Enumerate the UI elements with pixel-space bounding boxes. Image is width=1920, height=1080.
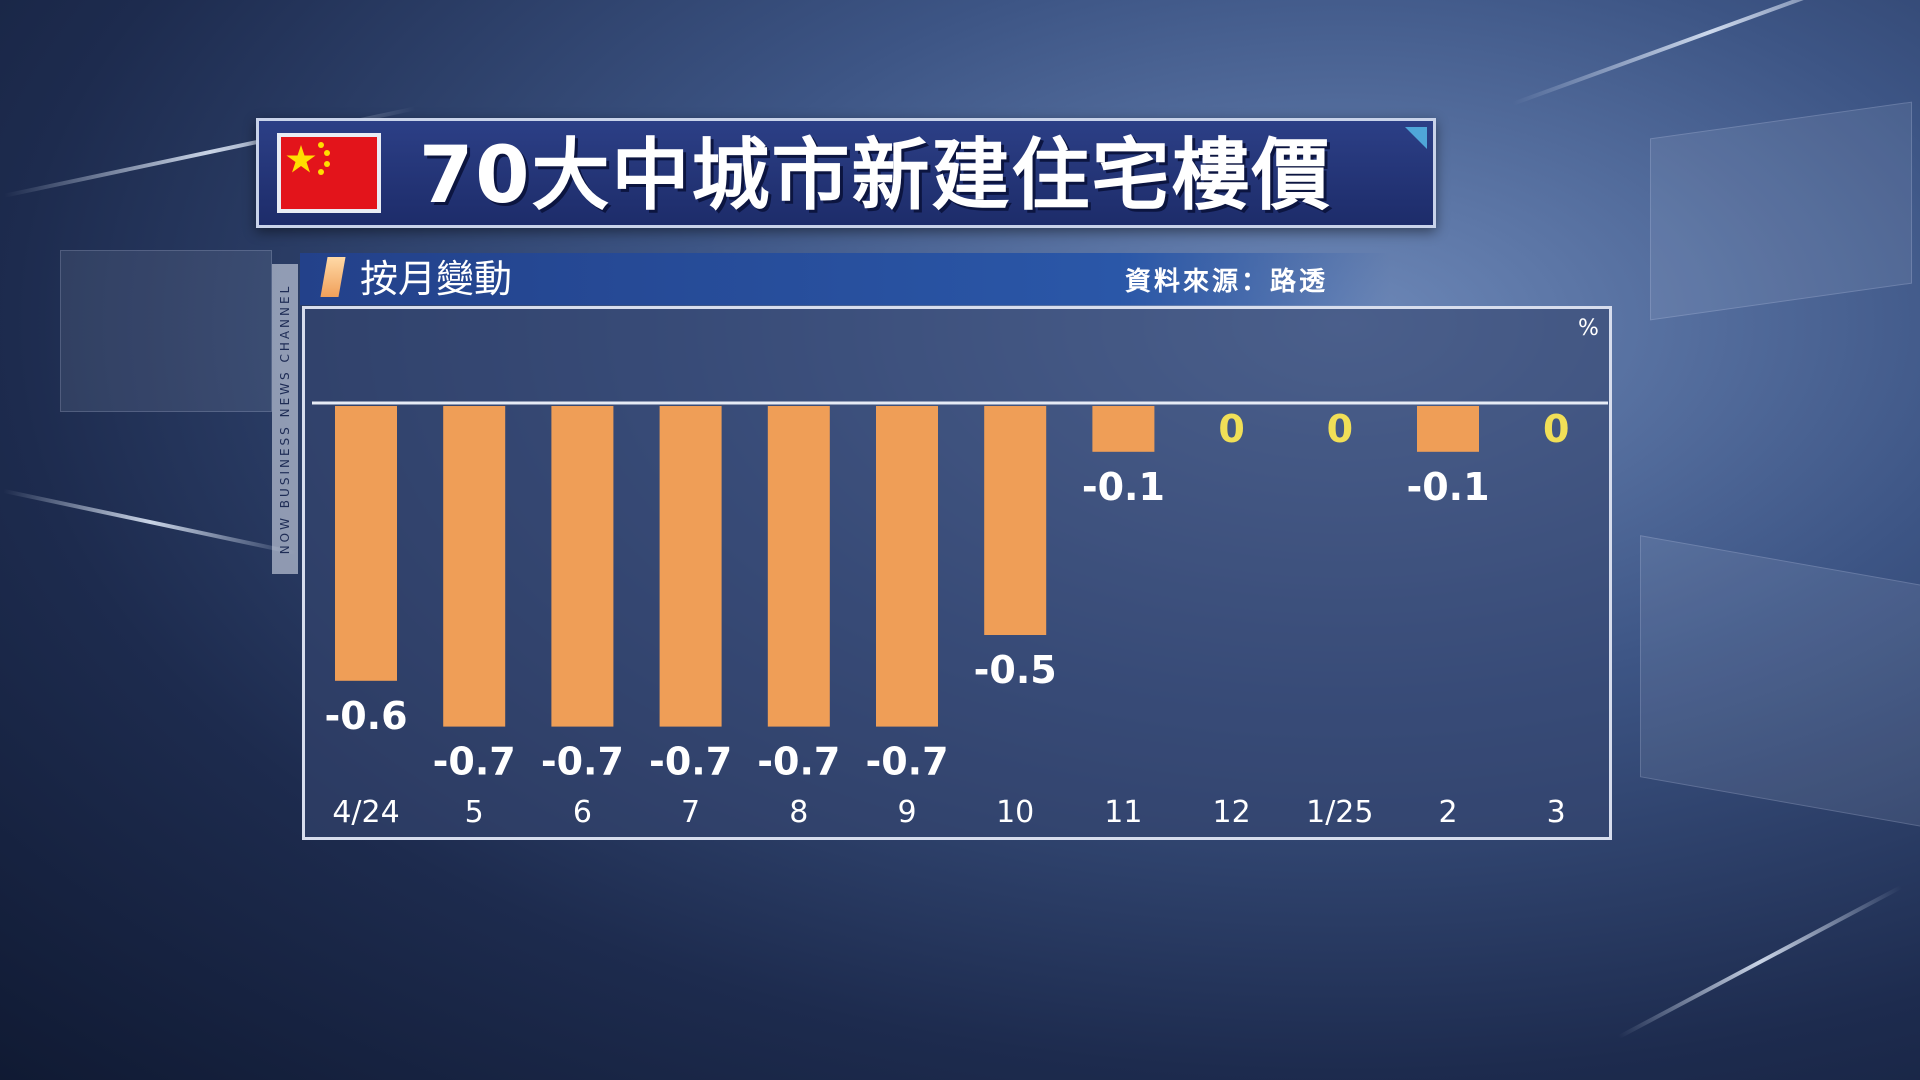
x-tick-label-7: 10 <box>996 795 1034 830</box>
value-label-7: -0.5 <box>974 648 1057 692</box>
unit-label: % <box>1578 316 1599 341</box>
x-tick-label-4: 7 <box>681 795 700 830</box>
bar-6 <box>876 406 938 727</box>
bar-3 <box>551 406 614 727</box>
channel-side-label: NOW BUSINESS NEWS CHANNEL <box>272 264 298 574</box>
x-tick-label-1: 4/24 <box>332 795 399 830</box>
x-tick-label-11: 2 <box>1438 795 1457 830</box>
value-label-8: -0.1 <box>1082 465 1165 509</box>
china-flag-icon <box>277 133 381 213</box>
x-tick-label-5: 8 <box>789 795 808 830</box>
x-tick-label-10: 1/25 <box>1306 795 1373 830</box>
value-label-5: -0.7 <box>757 740 840 784</box>
value-label-12: 0 <box>1543 407 1569 451</box>
value-label-2: -0.7 <box>433 740 516 784</box>
title-bar: 70大中城市新建住宅樓價 <box>256 118 1436 228</box>
x-tick-label-12: 3 <box>1547 795 1566 830</box>
bar-5 <box>767 406 830 727</box>
bar-1 <box>335 406 397 681</box>
value-label-10: 0 <box>1327 407 1353 451</box>
value-label-6: -0.7 <box>865 740 948 784</box>
x-tick-label-6: 9 <box>897 795 916 830</box>
value-label-4: -0.7 <box>649 740 732 784</box>
source-label: 資料來源：路透 <box>1125 267 1329 297</box>
x-tick-label-2: 5 <box>465 795 484 830</box>
x-tick-label-8: 11 <box>1104 795 1142 830</box>
bar-4 <box>659 406 722 727</box>
value-label-3: -0.7 <box>541 740 624 784</box>
bar-8 <box>1092 406 1155 452</box>
subtitle-bar: 按月變動 資料來源：路透 <box>300 253 1390 305</box>
value-label-9: 0 <box>1218 407 1244 451</box>
page-title: 70大中城市新建住宅樓價 <box>419 131 1332 221</box>
value-label-1: -0.6 <box>324 694 407 738</box>
bar-2 <box>443 406 506 727</box>
chart-panel <box>302 306 1612 840</box>
bar-11 <box>1417 406 1479 452</box>
chart-subtitle: 按月變動 <box>360 257 513 301</box>
value-label-11: -0.1 <box>1406 465 1489 509</box>
x-tick-label-9: 12 <box>1213 795 1251 830</box>
bar-7 <box>984 406 1047 635</box>
x-tick-label-3: 6 <box>573 795 592 830</box>
corner-accent <box>1405 127 1427 149</box>
